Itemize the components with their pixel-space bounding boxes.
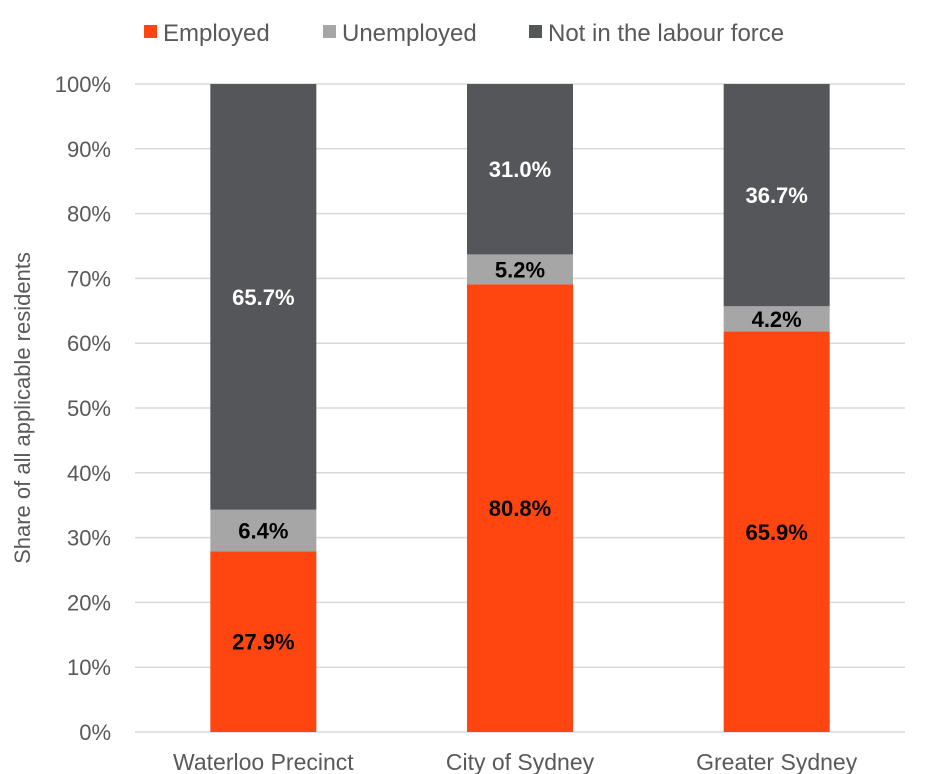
bar-segment-employed (467, 284, 573, 732)
y-tick-label: 10% (67, 655, 111, 680)
data-label: 80.8% (489, 496, 551, 521)
bar-segment-not-in-the-labour-force (210, 84, 317, 510)
y-tick-label: 50% (67, 396, 111, 421)
legend-swatch (529, 25, 542, 38)
data-label: 27.9% (232, 630, 294, 655)
bar-segment-employed (723, 331, 830, 732)
x-category-label: City of Sydney (446, 749, 595, 774)
legend-swatch (323, 25, 336, 38)
bar-segment-not-in-the-labour-force (723, 84, 830, 307)
data-label: 6.4% (238, 518, 288, 543)
y-tick-label: 40% (67, 461, 111, 486)
legend: Employed Unemployed Not in the labour forc… (144, 20, 784, 47)
legend-label: Employed (163, 20, 270, 47)
data-label: 31.0% (489, 157, 551, 182)
x-category-label: Greater Sydney (696, 749, 858, 774)
legend-swatch (144, 25, 157, 38)
y-tick-label: 70% (67, 266, 111, 291)
y-tick-label: 20% (67, 590, 111, 615)
bar-segment-employed (210, 551, 317, 732)
y-tick-label: 0% (79, 720, 111, 745)
y-tick-label: 80% (67, 202, 111, 227)
bar-segment-unemployed (723, 306, 830, 332)
data-labels: 27.9% 6.4% 65.7% 80.8% 5.2% 31.0% 65.9% 4.2% 36.… (232, 157, 808, 654)
y-tick-label: 60% (67, 331, 111, 356)
x-axis-category-labels: Waterloo Precinct City of Sydney Greater S… (173, 749, 858, 774)
data-label: 36.7% (745, 183, 807, 208)
data-label: 65.9% (745, 520, 807, 545)
bar-segment-not-in-the-labour-force (467, 84, 573, 255)
data-label: 4.2% (752, 307, 802, 332)
bars (210, 84, 830, 732)
y-tick-label: 90% (67, 137, 111, 162)
legend-label: Unemployed (342, 20, 477, 47)
bar-segment-unemployed (210, 509, 317, 552)
legend-label: Not in the labour force (548, 20, 784, 47)
y-axis-tick-labels: 0% 10% 20% 30% 40% 50% 60% 70% 80% 90% 100% (55, 72, 111, 745)
y-axis-title: Share of all applicable residents (10, 252, 35, 564)
y-tick-label: 30% (67, 526, 111, 551)
data-label: 5.2% (495, 257, 545, 282)
data-label: 65.7% (232, 285, 294, 310)
y-tick-label: 100% (55, 72, 111, 97)
bar-segment-unemployed (467, 254, 573, 285)
x-category-label: Waterloo Precinct (173, 749, 354, 774)
